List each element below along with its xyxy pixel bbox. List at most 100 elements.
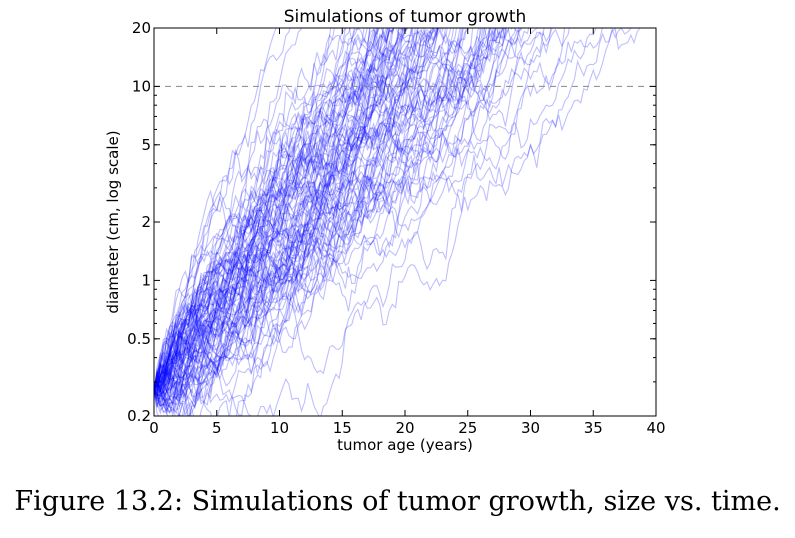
simulation-line <box>154 28 378 392</box>
simulation-line <box>154 28 371 392</box>
simulation-line <box>154 28 385 398</box>
simulation-line <box>154 28 522 415</box>
simulation-line <box>154 28 371 392</box>
y-tick-label: 20 <box>132 19 151 37</box>
simulation-line <box>154 28 439 410</box>
simulation-line <box>154 28 414 391</box>
simulation-line <box>154 28 409 393</box>
simulation-line <box>154 28 380 391</box>
simulation-line <box>154 28 485 391</box>
simulation-line <box>154 28 432 391</box>
y-tick-label: 2 <box>141 213 151 231</box>
simulation-line <box>154 28 378 391</box>
y-tick-label: 0.2 <box>127 407 151 425</box>
simulation-line <box>154 28 517 413</box>
simulation-line <box>154 28 404 399</box>
x-tick-label: 40 <box>646 419 665 437</box>
simulation-line <box>154 28 505 392</box>
simulation-line <box>154 28 452 392</box>
simulation-line <box>154 28 448 391</box>
simulation-line <box>154 28 384 391</box>
simulation-line <box>154 28 474 416</box>
simulation-line <box>154 28 395 391</box>
simulation-line <box>154 28 501 416</box>
simulation-line <box>154 28 455 408</box>
y-tick-labels: 0.2 0.5 1 2 5 10 20 <box>127 19 151 425</box>
x-tick-label: 0 <box>149 419 159 437</box>
simulation-line <box>154 28 641 416</box>
simulation-line <box>154 28 413 393</box>
simulation-line <box>154 28 406 391</box>
simulation-line <box>154 28 466 400</box>
simulation-line <box>154 28 497 399</box>
simulation-line <box>154 28 435 416</box>
simulation-line <box>154 28 480 391</box>
simulation-line <box>154 28 417 401</box>
simulation-line <box>154 28 371 391</box>
figure-caption: Figure 13.2: Simulations of tumor growth… <box>14 486 781 517</box>
simulation-line <box>154 28 462 402</box>
simulation-line <box>154 28 277 391</box>
tick-layer <box>153 27 657 417</box>
x-tick-label: 5 <box>212 419 222 437</box>
simulation-line <box>154 28 570 408</box>
simulation-line <box>154 28 440 414</box>
simulation-line <box>154 28 376 391</box>
y-tick-label: 5 <box>141 136 151 154</box>
simulation-line <box>154 28 497 416</box>
chart-title: Simulations of tumor growth <box>284 7 527 27</box>
simulation-line <box>154 28 545 416</box>
simulation-line <box>154 28 389 392</box>
simulation-line <box>154 28 394 391</box>
simulation-line <box>154 28 482 393</box>
simulation-line <box>154 28 487 391</box>
simulation-line <box>154 28 508 401</box>
simulation-line <box>154 28 447 413</box>
simulation-line <box>154 28 491 391</box>
simulation-line <box>154 28 504 391</box>
simulation-line <box>154 28 632 397</box>
simulation-line <box>154 28 404 391</box>
simulation-line <box>154 28 467 402</box>
simulation-line <box>154 28 566 416</box>
simulation-line <box>154 28 523 391</box>
simulation-line <box>154 28 499 398</box>
simulation-line <box>154 28 389 391</box>
simulation-line <box>154 28 439 413</box>
x-tick-label: 20 <box>395 419 414 437</box>
simulation-line <box>154 28 387 393</box>
simulation-line <box>154 28 470 393</box>
simulation-line <box>154 28 435 397</box>
simulation-line <box>154 28 407 391</box>
x-tick-label: 15 <box>333 419 352 437</box>
simulation-line <box>154 28 538 406</box>
simulation-line <box>154 28 423 404</box>
simulation-line <box>154 28 457 401</box>
simulation-line <box>154 28 426 392</box>
simulation-line <box>154 28 403 416</box>
simulation-line <box>154 28 392 395</box>
series-layer <box>154 28 641 416</box>
simulation-line <box>154 28 407 393</box>
simulation-line <box>154 28 419 391</box>
simulation-line <box>154 28 530 393</box>
x-axis-label: tumor age (years) <box>337 436 473 454</box>
simulation-line <box>154 28 597 400</box>
simulation-line <box>154 28 464 392</box>
simulation-line <box>154 28 291 391</box>
simulation-line <box>154 28 552 408</box>
simulation-line <box>154 28 395 391</box>
simulation-line <box>154 28 379 391</box>
y-tick-label: 0.5 <box>127 330 151 348</box>
simulation-line <box>154 28 521 391</box>
y-axis-label: diameter (cm, log scale) <box>104 130 122 313</box>
simulation-line <box>154 28 440 405</box>
simulation-line <box>154 28 355 392</box>
simulation-line <box>154 28 335 397</box>
simulation-line <box>154 28 507 392</box>
simulation-line <box>154 28 400 397</box>
simulation-line <box>154 28 360 391</box>
simulation-line <box>154 28 390 391</box>
simulation-line <box>154 28 347 412</box>
